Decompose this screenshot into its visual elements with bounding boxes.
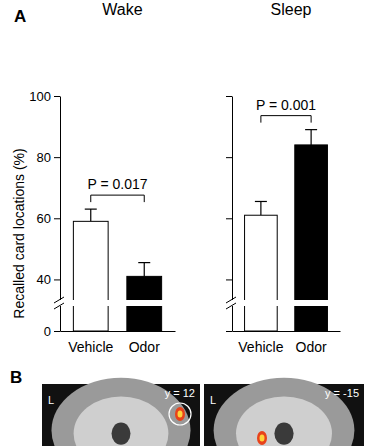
side-label: L xyxy=(48,394,54,406)
y-tick-mark xyxy=(54,218,60,219)
chart-1: Vehicle Odor Sleep P = 0.001 xyxy=(224,1,341,355)
activation-core xyxy=(178,411,183,418)
y-tick-mark xyxy=(54,331,60,332)
x-tick-label: Odor xyxy=(296,339,327,355)
axis-break-mark xyxy=(226,297,236,303)
annotation: P = 0.017 xyxy=(87,176,147,192)
y-tick: 60 xyxy=(37,211,60,226)
highlight-circle xyxy=(169,403,191,425)
figure: 0 40 60 80 100 Vehicle Odor Wake Recalled card l… xyxy=(0,0,387,446)
y-tick: 40 xyxy=(37,272,60,287)
y-tick-mark xyxy=(226,157,232,158)
axis-break-mark xyxy=(54,303,64,309)
error-cap xyxy=(305,129,317,130)
activation xyxy=(175,407,185,421)
axis-break-mark xyxy=(54,297,64,303)
ventricle xyxy=(274,422,293,444)
chart-0: 0 40 60 80 100 Vehicle Odor Wake Recalled card l… xyxy=(11,1,176,355)
error-bar xyxy=(260,201,261,215)
x-tick: Odor xyxy=(129,331,160,355)
y-tick xyxy=(226,157,232,158)
white-matter xyxy=(74,396,169,446)
side-label: L xyxy=(210,394,216,406)
x-tick: Odor xyxy=(296,331,327,355)
y-tick xyxy=(226,331,232,332)
y-tick-label: 80 xyxy=(37,150,51,165)
ventricle xyxy=(112,422,131,444)
x-tick-label: Odor xyxy=(129,339,160,355)
significance-bracket xyxy=(91,195,144,202)
brain-slice: y = -15 L xyxy=(204,378,364,446)
activation-core xyxy=(260,435,265,442)
y-tick-mark xyxy=(54,279,60,280)
y-tick-mark xyxy=(54,96,60,97)
error-bar xyxy=(90,209,91,221)
y-tick-mark xyxy=(226,279,232,280)
y-tick xyxy=(226,279,232,280)
y-tick-mark xyxy=(226,331,232,332)
x-axis: Vehicle Odor xyxy=(233,331,341,355)
bar xyxy=(245,215,278,331)
panel-label: A xyxy=(14,7,26,26)
slice-label: y = 12 xyxy=(165,387,195,399)
significance-bracket xyxy=(261,116,311,123)
axis-break-mark xyxy=(226,303,236,309)
x-tick: Vehicle xyxy=(238,331,283,355)
y-tick-mark xyxy=(54,157,60,158)
x-axis-line xyxy=(61,331,176,332)
y-axis-line xyxy=(232,97,233,332)
y-axis xyxy=(226,97,233,332)
axis-break xyxy=(224,300,340,306)
x-axis-line xyxy=(233,331,341,332)
y-tick-mark xyxy=(226,96,232,97)
y-tick-label: 40 xyxy=(37,272,51,287)
axis-break xyxy=(52,300,175,306)
panel-label: B xyxy=(10,368,22,387)
chart-title: Sleep xyxy=(271,1,312,18)
y-tick: 100 xyxy=(29,89,60,104)
y-tick-label: 100 xyxy=(29,89,51,104)
white-matter xyxy=(236,396,332,446)
error-cap xyxy=(85,209,97,210)
x-tick-label: Vehicle xyxy=(238,339,283,355)
plot-area xyxy=(73,209,161,331)
y-tick xyxy=(226,218,232,219)
x-tick-label: Vehicle xyxy=(68,339,113,355)
annotation: P = 0.001 xyxy=(256,97,316,113)
error-bar xyxy=(144,263,145,277)
x-tick: Vehicle xyxy=(68,331,113,355)
y-axis-title: Recalled card locations (%) xyxy=(11,148,27,318)
error-bar xyxy=(311,130,312,145)
y-tick: 80 xyxy=(37,150,60,165)
y-tick-label: 60 xyxy=(37,211,51,226)
chart-title: Wake xyxy=(102,1,142,18)
brain-slice: y = 12 L xyxy=(42,378,200,446)
y-tick: 0 xyxy=(44,324,60,339)
error-cap xyxy=(255,201,267,202)
y-tick-label: 0 xyxy=(44,324,51,339)
bar xyxy=(73,221,108,331)
activation xyxy=(257,431,267,445)
slice-label: y = -15 xyxy=(325,387,359,399)
x-axis: Vehicle Odor xyxy=(61,331,176,355)
y-tick xyxy=(226,96,232,97)
error-cap xyxy=(138,262,150,263)
y-tick-mark xyxy=(226,218,232,219)
y-axis-line xyxy=(60,97,61,332)
